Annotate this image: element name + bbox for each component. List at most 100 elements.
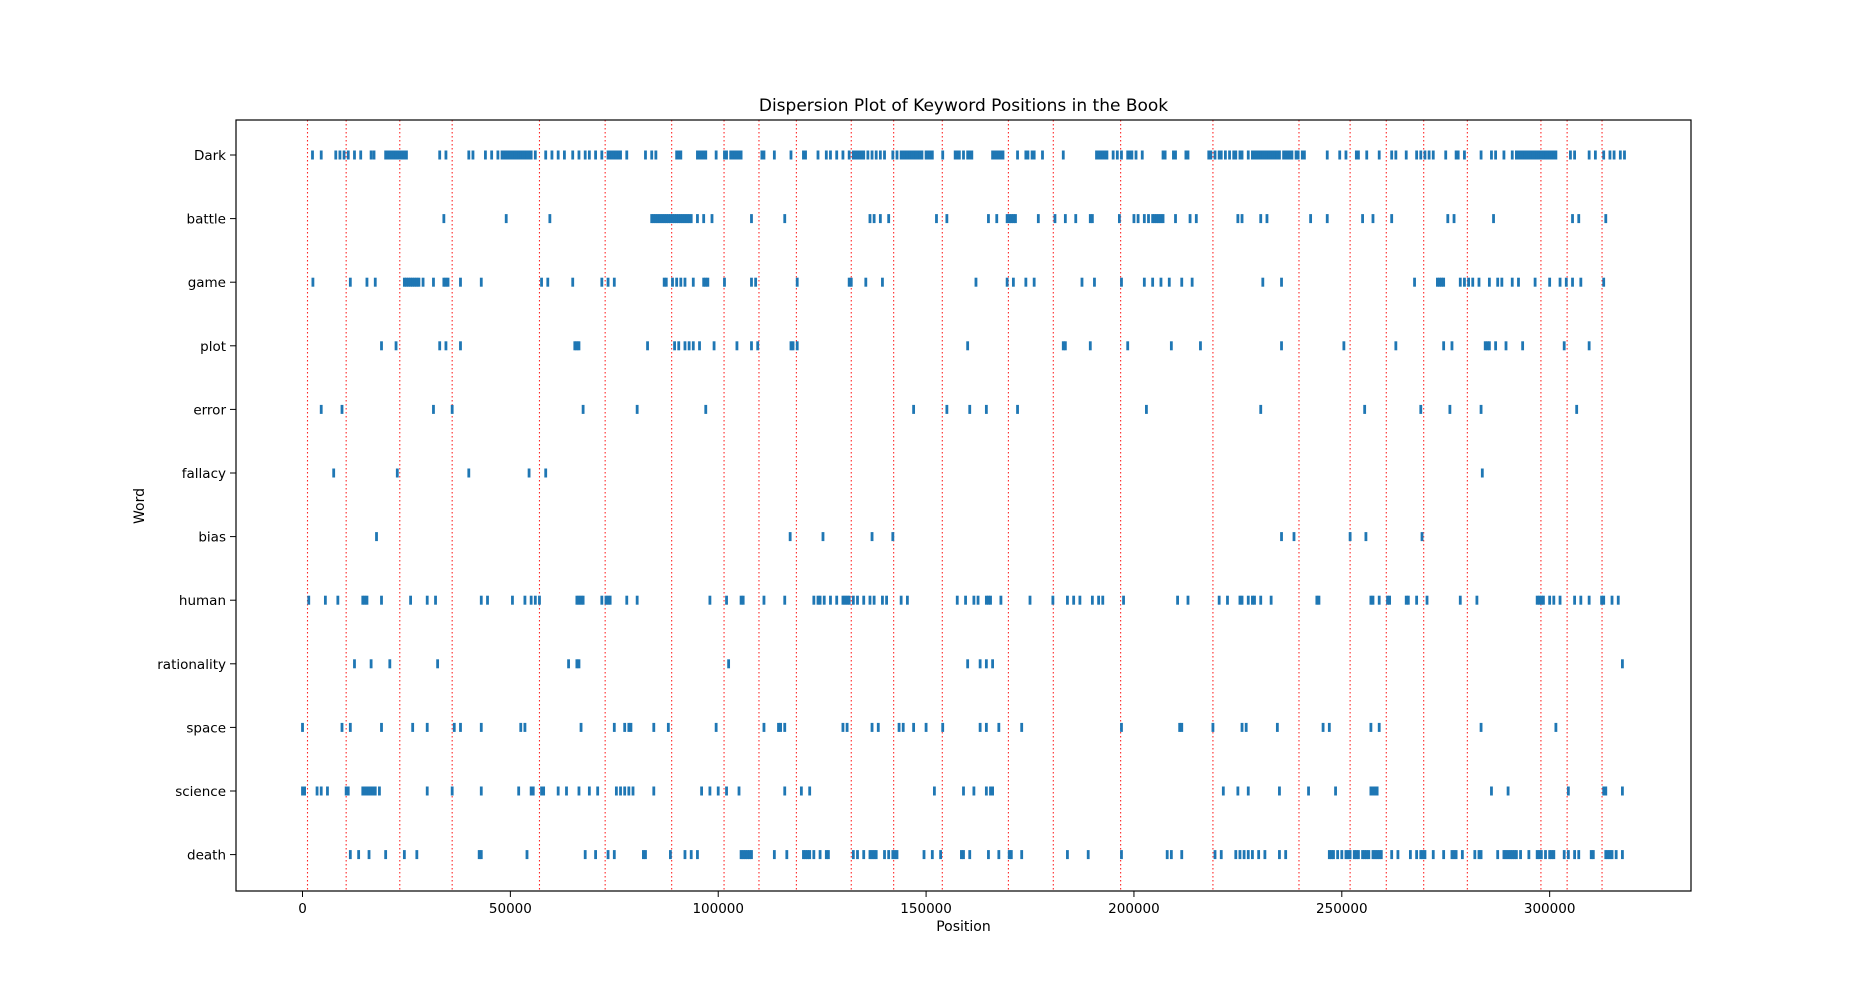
word-occurrence-mark xyxy=(1066,595,1069,605)
word-occurrence-mark xyxy=(1032,150,1036,160)
word-occurrence-mark xyxy=(999,150,1003,160)
word-occurrence-mark xyxy=(662,214,666,224)
word-occurrence-mark xyxy=(978,722,982,732)
word-occurrence-mark xyxy=(452,722,456,732)
word-occurrence-mark xyxy=(1282,150,1285,160)
word-occurrence-mark xyxy=(1014,214,1017,224)
word-occurrence-mark xyxy=(1280,341,1283,351)
word-occurrence-mark xyxy=(444,341,448,351)
word-occurrence-mark xyxy=(1053,214,1057,224)
word-occurrence-mark xyxy=(1454,150,1458,160)
series-error-marks xyxy=(319,404,1579,414)
word-occurrence-mark xyxy=(666,722,670,732)
word-occurrence-mark xyxy=(1130,150,1134,160)
word-occurrence-mark xyxy=(444,277,448,287)
word-occurrence-mark xyxy=(438,150,442,160)
word-occurrence-mark xyxy=(380,595,383,605)
word-occurrence-mark xyxy=(307,595,311,605)
word-occurrence-mark xyxy=(415,850,419,860)
word-occurrence-mark xyxy=(1508,850,1512,860)
word-occurrence-mark xyxy=(881,277,884,287)
word-occurrence-mark xyxy=(966,659,970,669)
word-occurrence-mark xyxy=(783,786,787,796)
word-occurrence-mark xyxy=(1377,595,1381,605)
word-occurrence-mark xyxy=(365,277,369,287)
word-occurrence-mark xyxy=(400,150,404,160)
word-occurrence-mark xyxy=(955,150,959,160)
word-occurrence-mark xyxy=(1419,404,1423,414)
word-occurrence-mark xyxy=(1061,150,1065,160)
word-occurrence-mark xyxy=(1571,277,1574,287)
word-occurrence-mark xyxy=(1028,595,1032,605)
word-occurrence-mark xyxy=(1602,150,1606,160)
word-occurrence-mark xyxy=(334,150,338,160)
word-occurrence-mark xyxy=(402,277,406,287)
word-occurrence-mark xyxy=(402,150,406,160)
chapter-boundaries xyxy=(306,120,1603,891)
word-occurrence-mark xyxy=(725,595,728,605)
word-occurrence-mark xyxy=(1213,850,1217,860)
word-occurrence-mark xyxy=(1548,277,1552,287)
word-occurrence-mark xyxy=(1194,214,1198,224)
word-occurrence-mark xyxy=(479,277,483,287)
word-occurrence-mark xyxy=(450,786,454,796)
word-occurrence-mark xyxy=(1278,786,1281,796)
word-occurrence-mark xyxy=(772,850,776,860)
word-occurrence-mark xyxy=(739,850,743,860)
word-occurrence-mark xyxy=(614,786,618,796)
word-occurrence-mark xyxy=(691,277,695,287)
word-occurrence-mark xyxy=(409,595,412,605)
word-occurrence-mark xyxy=(1533,277,1537,287)
word-occurrence-mark xyxy=(1284,850,1288,860)
word-occurrence-mark xyxy=(1456,150,1460,160)
word-occurrence-mark xyxy=(594,850,597,860)
word-occurrence-mark xyxy=(1388,595,1392,605)
word-occurrence-mark xyxy=(390,150,394,160)
word-occurrence-mark xyxy=(924,150,928,160)
word-occurrence-mark xyxy=(1602,786,1606,796)
word-occurrence-mark xyxy=(1259,595,1263,605)
word-occurrence-mark xyxy=(556,786,560,796)
word-occurrence-mark xyxy=(1616,595,1620,605)
word-occurrence-mark xyxy=(1261,150,1265,160)
word-occurrence-mark xyxy=(887,214,891,224)
series-death-marks xyxy=(348,850,1624,860)
word-occurrence-mark xyxy=(829,595,832,605)
word-occurrence-mark xyxy=(1238,850,1242,860)
word-occurrence-mark xyxy=(870,722,874,732)
word-occurrence-mark xyxy=(789,150,793,160)
word-occurrence-mark xyxy=(369,786,373,796)
word-occurrence-mark xyxy=(1558,595,1562,605)
word-occurrence-mark xyxy=(490,150,494,160)
word-occurrence-mark xyxy=(974,277,978,287)
word-occurrence-mark xyxy=(1151,277,1155,287)
word-occurrence-mark xyxy=(1151,214,1155,224)
word-occurrence-mark xyxy=(1621,659,1624,669)
word-occurrence-mark xyxy=(467,468,471,478)
word-occurrence-mark xyxy=(1327,850,1331,860)
x-tick-label: 50000 xyxy=(489,901,532,917)
word-occurrence-mark xyxy=(1415,595,1419,605)
word-occurrence-mark xyxy=(608,595,612,605)
word-occurrence-mark xyxy=(978,659,982,669)
word-occurrence-mark xyxy=(791,341,795,351)
word-occurrence-mark xyxy=(502,150,506,160)
word-occurrence-mark xyxy=(1529,150,1533,160)
word-occurrence-mark xyxy=(991,786,994,796)
word-occurrence-mark xyxy=(999,595,1003,605)
word-occurrence-mark xyxy=(972,786,976,796)
word-occurrence-mark xyxy=(1255,150,1258,160)
word-occurrence-mark xyxy=(885,595,888,605)
word-occurrence-mark xyxy=(583,150,587,160)
word-occurrence-mark xyxy=(654,214,658,224)
word-occurrence-mark xyxy=(1265,214,1269,224)
word-occurrence-mark xyxy=(874,150,878,160)
word-occurrence-mark xyxy=(1228,150,1231,160)
word-occurrence-mark xyxy=(1088,214,1092,224)
word-occurrence-mark xyxy=(577,341,581,351)
word-occurrence-mark xyxy=(818,850,822,860)
word-occurrence-mark xyxy=(1512,850,1516,860)
word-occurrence-mark xyxy=(1591,850,1595,860)
word-occurrence-mark xyxy=(1080,277,1084,287)
word-occurrence-mark xyxy=(891,532,895,542)
